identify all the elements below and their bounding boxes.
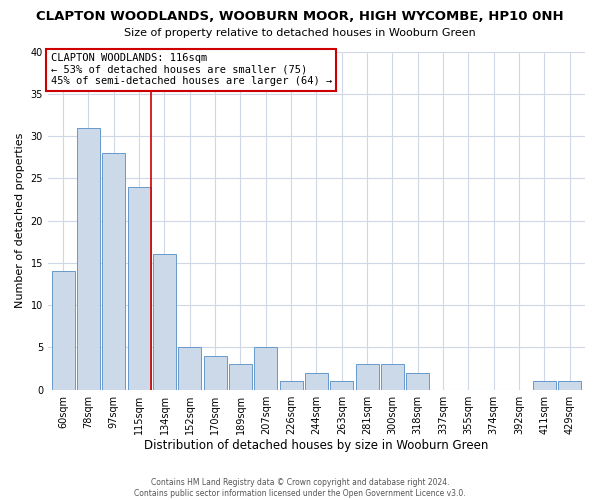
- Bar: [559, 382, 581, 390]
- X-axis label: Distribution of detached houses by size in Wooburn Green: Distribution of detached houses by size …: [144, 440, 488, 452]
- Bar: [356, 364, 379, 390]
- Bar: [381, 364, 404, 390]
- Bar: [204, 356, 227, 390]
- Text: CLAPTON WOODLANDS, WOOBURN MOOR, HIGH WYCOMBE, HP10 0NH: CLAPTON WOODLANDS, WOOBURN MOOR, HIGH WY…: [36, 10, 564, 23]
- Bar: [305, 373, 328, 390]
- Text: CLAPTON WOODLANDS: 116sqm
← 53% of detached houses are smaller (75)
45% of semi-: CLAPTON WOODLANDS: 116sqm ← 53% of detac…: [50, 53, 332, 86]
- Bar: [77, 128, 100, 390]
- Bar: [153, 254, 176, 390]
- Bar: [52, 272, 74, 390]
- Bar: [533, 382, 556, 390]
- Text: Contains HM Land Registry data © Crown copyright and database right 2024.
Contai: Contains HM Land Registry data © Crown c…: [134, 478, 466, 498]
- Y-axis label: Number of detached properties: Number of detached properties: [15, 133, 25, 308]
- Bar: [103, 153, 125, 390]
- Bar: [406, 373, 429, 390]
- Bar: [280, 382, 302, 390]
- Bar: [229, 364, 252, 390]
- Bar: [128, 187, 151, 390]
- Text: Size of property relative to detached houses in Wooburn Green: Size of property relative to detached ho…: [124, 28, 476, 38]
- Bar: [331, 382, 353, 390]
- Bar: [254, 348, 277, 390]
- Bar: [178, 348, 201, 390]
